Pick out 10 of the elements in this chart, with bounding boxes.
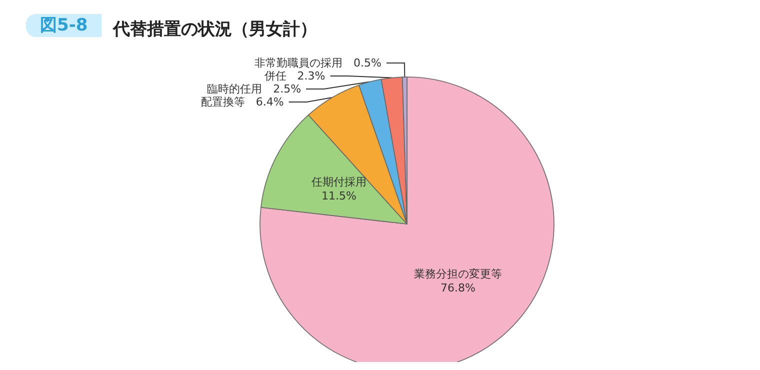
slice-label: 臨時的任用 2.5% [207, 82, 302, 96]
slice-label: 任期付採用 [310, 176, 366, 189]
slice-label: 業務分担の変更等 [414, 268, 502, 281]
chart-title: 代替措置の状況（男女計） [112, 20, 317, 40]
data-label: 11.5% [321, 190, 356, 203]
data-label: 76.8% [440, 282, 476, 295]
slice-label: 配置換等 6.4% [200, 96, 284, 109]
slice-label: 併任 2.3% [264, 70, 326, 83]
text: 図5-8 [40, 16, 88, 36]
slice-label: 非常勤職員の採用 0.5% [254, 56, 382, 70]
